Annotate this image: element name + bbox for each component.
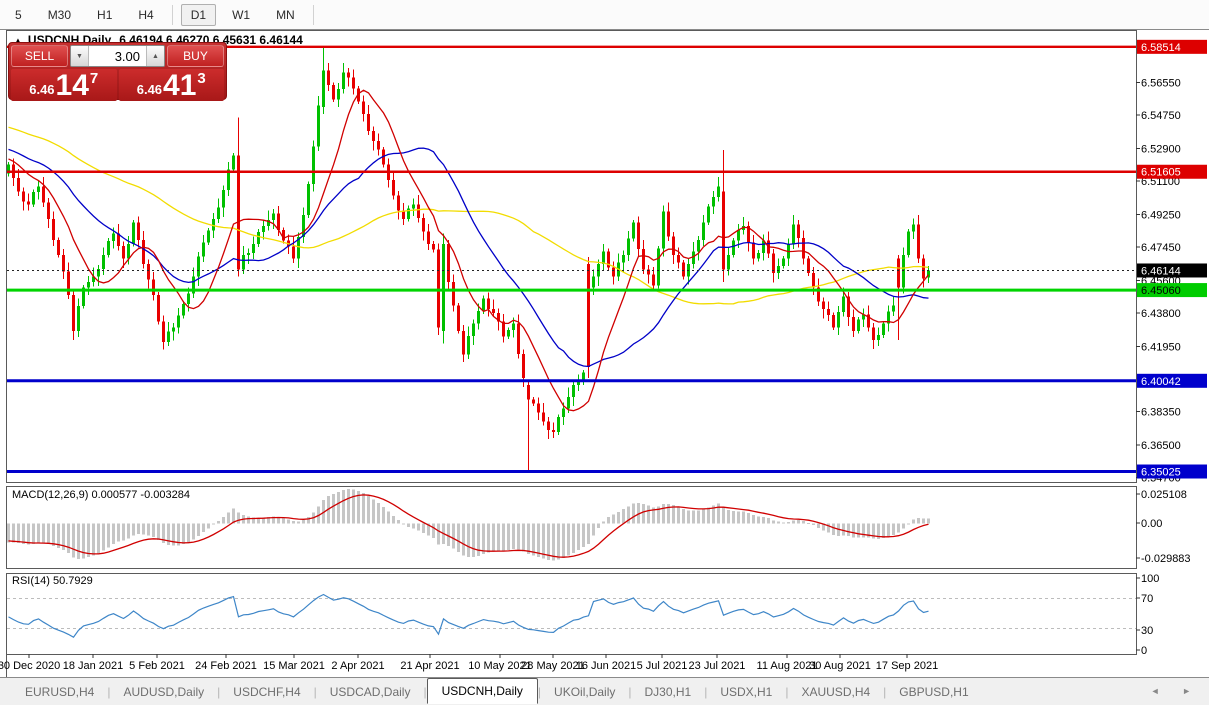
level-price-badge: 6.58514	[1141, 42, 1181, 54]
date-axis-label: 30 Aug 2021	[809, 660, 871, 672]
price-axis-tick: 6.38350	[1141, 406, 1181, 418]
buy-price-pip: 3	[197, 70, 206, 87]
rsi-axis-tick: 70	[1141, 593, 1153, 605]
volume-stepper: ▼ 3.00 ▲	[70, 45, 165, 67]
toolbar-separator	[312, 4, 314, 25]
buy-price-big: 41	[163, 69, 197, 102]
chart-tab-audusd[interactable]: AUDUSD,Daily	[123, 684, 205, 699]
sell-button[interactable]: SELL	[11, 45, 68, 67]
timeframe-button-m30[interactable]: M30	[47, 7, 72, 22]
chart-tab-usdchf[interactable]: USDCHF,H4	[233, 684, 301, 699]
tab-separator: |	[107, 684, 111, 699]
date-axis-label: 23 Jul 2021	[689, 660, 746, 672]
buy-price-prefix: 6.46	[136, 82, 163, 97]
chart-tab-eurusd[interactable]: EURUSD,H4	[25, 684, 95, 699]
chart-tab-usdx[interactable]: USDX,H1	[720, 684, 773, 699]
price-axis-tick: 6.56550	[1141, 77, 1181, 89]
chart-tab-usdcad[interactable]: USDCAD,Daily	[329, 684, 411, 699]
rsi-axis-tick: 30	[1141, 625, 1153, 637]
price-axis-tick: 6.54750	[1141, 110, 1181, 122]
price-axis-tick: 6.51100	[1141, 176, 1180, 188]
tab-separator: |	[704, 684, 708, 699]
date-axis-label: 17 Sep 2021	[876, 660, 938, 672]
sell-price-prefix: 6.46	[29, 82, 55, 97]
toolbar-separator	[171, 4, 173, 25]
date-axis-label: 5 Feb 2021	[129, 660, 185, 672]
date-axis-label: 2 Apr 2021	[331, 660, 384, 672]
price-axis-tick: 6.36500	[1141, 440, 1181, 452]
sell-price-pip: 7	[89, 70, 99, 87]
date-axis-label: 10 May 2021	[468, 660, 532, 672]
timeframe-toolbar: 5 M30 H1 H4 D1 W1 MN	[0, 0, 1209, 29]
timeframe-button-mn[interactable]: MN	[276, 7, 295, 22]
date-axis-label: 21 Apr 2021	[400, 660, 459, 672]
rsi-axis-tick: 0	[1141, 645, 1147, 657]
one-click-trading-panel: SELL ▼ 3.00 ▲ BUY 6.46 14 7 6.46 41 3	[8, 42, 227, 102]
timeframe-button-d1[interactable]: D1	[180, 3, 217, 26]
date-axis-label: 24 Feb 2021	[195, 660, 257, 672]
tab-scroll-arrows[interactable]: ◄ ►	[1150, 686, 1201, 696]
chart-tab-xauusd[interactable]: XAUUSD,H4	[801, 684, 871, 699]
level-price-badge: 6.45060	[1141, 285, 1181, 297]
chart-tab-dj30[interactable]: DJ30,H1	[644, 684, 692, 699]
macd-axis-tick: -0.029883	[1141, 553, 1191, 565]
level-price-badge: 6.51605	[1141, 167, 1181, 179]
timeframe-button-w1[interactable]: W1	[232, 7, 251, 22]
macd-indicator-label: MACD(12,26,9) 0.000577 -0.003284	[12, 489, 190, 501]
buy-price-display[interactable]: 6.46 41 3	[118, 69, 224, 102]
chart-tab-gbpusd[interactable]: GBPUSD,H1	[899, 684, 969, 699]
rsi-indicator-label: RSI(14) 50.7929	[12, 575, 93, 587]
sell-price-big: 14	[55, 69, 89, 102]
tab-separator: |	[217, 684, 221, 699]
date-axis-label: 15 Mar 2021	[263, 660, 325, 672]
price-axis-tick: 6.43800	[1141, 308, 1181, 320]
volume-increase-button[interactable]: ▲	[146, 46, 164, 66]
level-price-badge: 6.40042	[1141, 376, 1181, 388]
date-axis-label: 28 May 2021	[521, 660, 585, 672]
chart-tab-bar: EURUSD,H4 | AUDUSD,Daily | USDCHF,H4 | USDCAD,…	[0, 677, 1209, 705]
tab-separator: |	[785, 684, 789, 699]
tab-separator: |	[423, 684, 427, 699]
price-axis-tick: 6.52900	[1141, 143, 1181, 155]
date-axis-label: 16 Jun 2021	[576, 660, 637, 672]
date-axis-label: 5 Jul 2021	[637, 660, 688, 672]
current-price-badge: 6.46144	[1141, 265, 1181, 277]
volume-decrease-button[interactable]: ▼	[71, 46, 89, 66]
price-axis-tick: 6.47450	[1141, 242, 1181, 254]
timeframe-button-h4[interactable]: H4	[138, 7, 154, 22]
level-price-badge: 6.35025	[1141, 467, 1181, 479]
macd-axis-tick: 0.00	[1141, 518, 1162, 530]
macd-axis-tick: 0.025108	[1141, 489, 1187, 501]
date-axis-label: 30 Dec 2020	[0, 660, 60, 672]
timeframe-button-5[interactable]: 5	[15, 7, 22, 22]
collapse-panel-icon[interactable]: ▲	[14, 36, 22, 45]
tab-separator: |	[628, 684, 632, 699]
price-axis-tick: 6.41950	[1141, 341, 1181, 353]
rsi-axis-tick: 100	[1141, 573, 1159, 585]
chart-tab-usdcnh[interactable]: USDCNH,Daily	[426, 677, 538, 704]
tab-separator: |	[883, 684, 887, 699]
timeframe-button-h1[interactable]: H1	[97, 7, 113, 22]
tab-separator: |	[537, 684, 542, 699]
price-axis-tick: 6.49250	[1141, 209, 1181, 221]
volume-input[interactable]: 3.00	[89, 46, 146, 66]
chart-tab-ukoil[interactable]: UKOil,Daily	[554, 684, 616, 699]
date-axis-label: 11 Aug 2021	[757, 660, 818, 672]
date-axis-label: 18 Jan 2021	[63, 660, 124, 672]
buy-button[interactable]: BUY	[167, 45, 224, 67]
tab-separator: |	[313, 684, 317, 699]
sell-price-display[interactable]: 6.46 14 7	[11, 69, 117, 101]
